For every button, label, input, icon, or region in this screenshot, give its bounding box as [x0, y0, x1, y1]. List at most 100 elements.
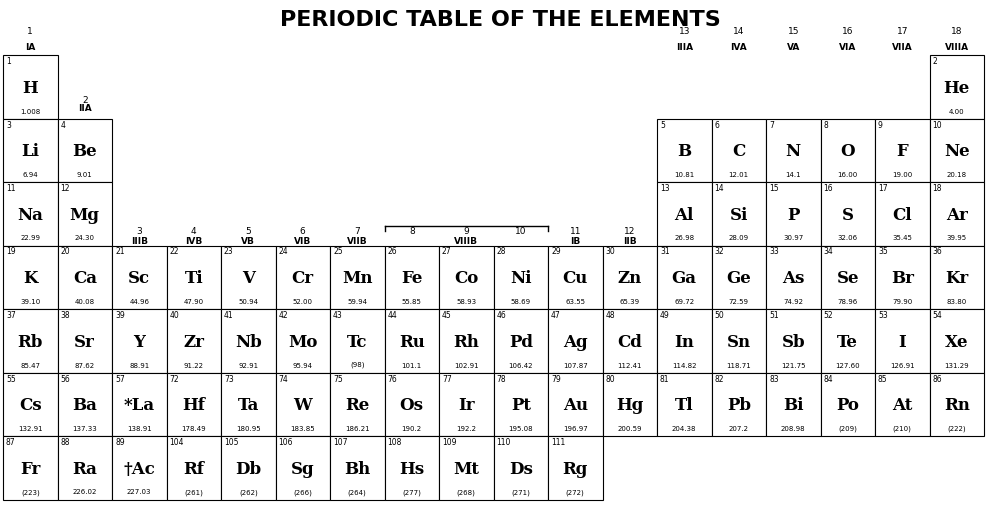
Text: 137.33: 137.33	[72, 426, 97, 432]
Text: 74: 74	[278, 374, 288, 383]
Bar	[766, 246, 820, 309]
Text: 227.03: 227.03	[127, 489, 152, 496]
Bar	[875, 309, 930, 373]
Text: 24.30: 24.30	[75, 236, 95, 242]
Bar	[3, 436, 58, 499]
Text: As: As	[782, 270, 804, 287]
Text: 6: 6	[714, 121, 719, 130]
Text: VIIIB: VIIIB	[454, 237, 478, 246]
Bar	[494, 309, 548, 373]
Text: 40.08: 40.08	[75, 299, 95, 305]
Text: 51: 51	[769, 311, 779, 320]
Bar	[112, 309, 166, 373]
Text: 76: 76	[388, 374, 397, 383]
Text: 20.18: 20.18	[947, 172, 967, 178]
Bar	[930, 55, 984, 119]
Text: 18: 18	[951, 27, 962, 37]
Text: 6.94: 6.94	[22, 172, 38, 178]
Text: 72: 72	[170, 374, 179, 383]
Text: Ne: Ne	[944, 143, 970, 160]
Text: (268): (268)	[457, 489, 476, 496]
Text: 12: 12	[624, 227, 635, 236]
Text: 208.98: 208.98	[781, 426, 806, 432]
Text: 192.2: 192.2	[456, 426, 476, 432]
Bar	[548, 246, 602, 309]
Text: 10: 10	[932, 121, 942, 130]
Text: N: N	[786, 143, 801, 160]
Text: 16.00: 16.00	[838, 172, 858, 178]
Text: Hg: Hg	[616, 397, 643, 414]
Text: Pt: Pt	[511, 397, 531, 414]
Text: 37: 37	[6, 311, 16, 320]
Text: VIIB: VIIB	[347, 237, 368, 246]
Text: Os: Os	[400, 397, 424, 414]
Text: 79.90: 79.90	[892, 299, 912, 305]
Text: 32.06: 32.06	[838, 236, 858, 242]
Text: 6: 6	[300, 227, 306, 236]
Text: 132.91: 132.91	[18, 426, 43, 432]
Text: (210): (210)	[893, 425, 912, 432]
Text: 200.59: 200.59	[618, 426, 642, 432]
Text: Re: Re	[345, 397, 369, 414]
Text: 104: 104	[170, 438, 184, 447]
Text: 78: 78	[496, 374, 506, 383]
Bar	[384, 309, 439, 373]
Text: Nb: Nb	[235, 333, 262, 351]
Text: IIIA: IIIA	[676, 44, 693, 52]
Text: 9: 9	[463, 227, 469, 236]
Text: Sb: Sb	[781, 333, 805, 351]
Text: 11: 11	[6, 184, 16, 193]
Text: 8: 8	[409, 227, 415, 236]
Text: 9: 9	[878, 121, 883, 130]
Text: 89: 89	[115, 438, 125, 447]
Text: 24: 24	[278, 247, 288, 257]
Text: (261): (261)	[184, 489, 203, 496]
Text: H: H	[22, 79, 38, 97]
Text: (223): (223)	[21, 489, 40, 496]
Text: Ru: Ru	[399, 333, 425, 351]
Bar	[112, 373, 166, 436]
Text: Cl: Cl	[892, 206, 912, 224]
Bar	[3, 373, 58, 436]
Text: 12.01: 12.01	[729, 172, 749, 178]
Text: 106: 106	[278, 438, 293, 447]
Bar	[3, 182, 58, 246]
Bar	[58, 182, 112, 246]
Bar	[657, 119, 712, 182]
Bar	[384, 373, 439, 436]
Text: 15: 15	[769, 184, 779, 193]
Text: Te: Te	[837, 333, 858, 351]
Text: 92.91: 92.91	[238, 362, 258, 369]
Bar	[276, 246, 330, 309]
Bar	[58, 309, 112, 373]
Text: 50: 50	[714, 311, 724, 320]
Text: 10.81: 10.81	[674, 172, 694, 178]
Text: Ca: Ca	[73, 270, 97, 287]
Text: 26.98: 26.98	[674, 236, 694, 242]
Text: 55.85: 55.85	[402, 299, 422, 305]
Text: 50.94: 50.94	[238, 299, 258, 305]
Text: Po: Po	[836, 397, 859, 414]
Text: 1: 1	[27, 27, 33, 37]
Text: S: S	[842, 206, 854, 224]
Text: 35: 35	[878, 247, 888, 257]
Text: (272): (272)	[566, 489, 585, 496]
Text: 13: 13	[660, 184, 670, 193]
Text: Fe: Fe	[401, 270, 422, 287]
Text: 53: 53	[878, 311, 888, 320]
Text: VIB: VIB	[294, 237, 311, 246]
Bar	[712, 182, 766, 246]
Text: Cr: Cr	[292, 270, 314, 287]
Bar	[875, 373, 930, 436]
Text: 58.69: 58.69	[511, 299, 531, 305]
Text: 88.91: 88.91	[129, 362, 149, 369]
Text: 4: 4	[60, 121, 65, 130]
Text: 30.97: 30.97	[783, 236, 803, 242]
Text: Ba: Ba	[72, 397, 97, 414]
Text: 126.91: 126.91	[890, 362, 915, 369]
Bar	[384, 436, 439, 499]
Text: 43: 43	[333, 311, 343, 320]
Text: 44.96: 44.96	[129, 299, 149, 305]
Text: 23: 23	[224, 247, 234, 257]
Text: 39.10: 39.10	[20, 299, 40, 305]
